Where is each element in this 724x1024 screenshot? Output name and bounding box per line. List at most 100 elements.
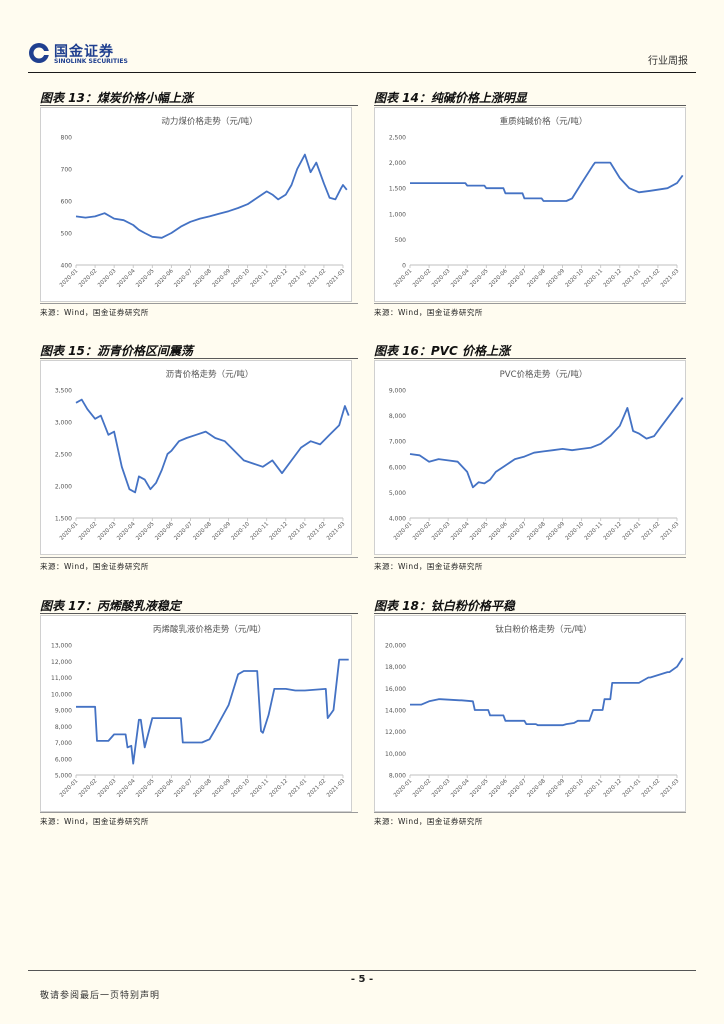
price-series-line (76, 658, 349, 765)
y-tick-label: 5,000 (389, 490, 406, 497)
x-tick-label: 2020-02 (78, 778, 98, 798)
source-rule-15 (40, 557, 358, 558)
x-tick-label: 2020-10 (231, 521, 252, 542)
y-tick-label: 2,500 (55, 452, 72, 459)
x-tick-label: 2020-02 (412, 778, 432, 798)
title-rule-18 (374, 613, 686, 614)
x-tick-label: 2020-02 (412, 268, 432, 288)
chart-svg-4: 丙烯酸乳液价格走势（元/吨） 5,000 6,000 7,000 8,000 9,000 1… (51, 624, 349, 799)
chart-svg-1: 重质纯碱价格（元/吨） 0 500 1,000 1,500 2,000 2,500 2020-… (389, 116, 684, 289)
x-tick-label: 2021-03 (660, 268, 681, 289)
y-tick-label: 7,000 (55, 740, 72, 747)
chart-svg-0: 动力煤价格走势（元/吨）4005006007008002020-012020-0… (59, 116, 348, 289)
x-tick-label: 2020-11 (584, 778, 604, 798)
disclaimer-note: 敬请参阅最后一页特别声明 (40, 991, 161, 1001)
x-tick-label: 2020-04 (450, 268, 471, 289)
x-tick-label: 2020-04 (450, 778, 471, 799)
x-tick-label: 2020-08 (526, 521, 547, 542)
x-tick-label: 2020-04 (116, 521, 137, 542)
price-series-line (75, 153, 348, 239)
x-tick-label: 2021-01 (288, 521, 308, 541)
price-series-line (75, 398, 350, 494)
x-tick-label: 2021-01 (288, 268, 308, 288)
chart-titanium-dioxide-price: 钛白粉价格走势（元/吨） 8,000 10,000 12,000 14,000 16,00… (374, 615, 686, 812)
y-tick-label: 9,000 (389, 388, 406, 395)
x-tick-label: 2020-10 (565, 778, 586, 799)
x-tick-label: 2020-03 (97, 268, 118, 289)
logo-icon (29, 43, 50, 63)
chart-title: PVC价格走势（元/吨） (500, 369, 588, 380)
figure-source-17: 来源：Wind，国金证券研究所 (40, 817, 149, 826)
x-tick-label: 2020-03 (431, 521, 452, 542)
x-tick-label: 2021-02 (307, 778, 327, 798)
logo-chinese-name: 国金证券 (54, 44, 114, 60)
x-tick-label: 2020-12 (603, 268, 623, 288)
x-tick-label: 2021-01 (622, 521, 642, 541)
x-tick-label: 2020-10 (231, 268, 252, 289)
x-tick-label: 2021-03 (326, 778, 347, 799)
logo-english-name: SINOLINK SECURITIES (54, 58, 128, 65)
company-logo: 国金证券 SINOLINK SECURITIES (28, 40, 138, 68)
price-series-line (409, 397, 684, 489)
x-tick-label: 2020-01 (59, 778, 79, 798)
y-tick-label: 10,000 (385, 751, 406, 758)
x-tick-label: 2020-04 (450, 521, 471, 542)
x-tick-label: 2020-12 (269, 521, 289, 541)
x-tick-label: 2020-07 (173, 778, 194, 799)
x-tick-label: 2020-06 (154, 521, 175, 542)
figure-source-14: 来源：Wind，国金证券研究所 (374, 308, 483, 317)
y-tick-label: 500 (61, 231, 73, 238)
y-tick-label: 16,000 (385, 686, 406, 693)
price-series-line (410, 657, 684, 727)
title-rule-14 (374, 105, 686, 106)
y-tick-label: 20,000 (385, 643, 406, 650)
y-tick-label: 7,000 (389, 439, 406, 446)
figure-title-15: 图表 15：沥青价格区间震荡 (40, 344, 193, 358)
x-tick-label: 2020-10 (565, 521, 586, 542)
x-tick-label: 2020-05 (469, 268, 490, 289)
x-tick-label: 2021-03 (326, 521, 347, 542)
chart-asphalt-price: 沥青价格走势（元/吨） 1,500 2,000 2,500 3,000 3,500 2020… (40, 360, 352, 555)
x-tick-label: 2020-11 (584, 268, 604, 288)
x-tick-label: 2021-01 (622, 778, 642, 798)
source-rule-18 (374, 812, 686, 813)
source-rule-14 (374, 303, 686, 304)
y-tick-label: 14,000 (385, 708, 406, 715)
y-tick-label: 10,000 (51, 691, 72, 698)
chart-title: 沥青价格走势（元/吨） (166, 369, 254, 380)
chart-svg-2: 沥青价格走势（元/吨） 1,500 2,000 2,500 3,000 3,500 2020… (55, 369, 350, 542)
x-tick-label: 2020-04 (116, 778, 137, 799)
y-tick-label: 400 (61, 263, 73, 270)
x-tick-label: 2020-05 (135, 778, 156, 799)
x-tick-label: 2020-07 (507, 521, 528, 542)
x-tick-label: 2020-04 (116, 268, 137, 289)
title-rule-13 (40, 105, 358, 106)
source-rule-17 (40, 812, 358, 813)
x-tick-label: 2021-02 (641, 268, 661, 288)
y-tick-label: 2,000 (389, 160, 406, 167)
x-tick-label: 2021-02 (641, 778, 661, 798)
x-tick-label: 2021-03 (326, 268, 347, 289)
x-tick-label: 2020-11 (584, 521, 604, 541)
y-tick-label: 6,000 (389, 464, 406, 471)
figure-title-13: 图表 13：煤炭价格小幅上涨 (40, 91, 193, 105)
chart-acrylic-emulsion-price: 丙烯酸乳液价格走势（元/吨） 5,000 6,000 7,000 8,000 9,000 1… (40, 615, 352, 812)
y-tick-label: 9,000 (55, 708, 72, 715)
x-tick-label: 2020-08 (192, 521, 213, 542)
x-tick-label: 2020-06 (488, 268, 509, 289)
x-tick-label: 2020-09 (545, 268, 566, 289)
x-tick-label: 2020-10 (565, 268, 586, 289)
x-tick-label: 2020-11 (250, 521, 270, 541)
y-tick-label: 12,000 (385, 729, 406, 736)
x-tick-label: 2020-03 (431, 268, 452, 289)
chart-pvc-price: PVC价格走势（元/吨） 4,000 5,000 6,000 7,000 8,000 9,0… (374, 360, 686, 555)
y-tick-label: 1,500 (389, 186, 406, 193)
x-tick-label: 2020-02 (78, 268, 98, 288)
x-tick-label: 2020-11 (250, 268, 270, 288)
x-tick-label: 2020-09 (545, 778, 566, 799)
chart-title: 钛白粉价格走势（元/吨） (495, 624, 591, 635)
y-tick-label: 13,000 (51, 643, 72, 650)
chart-title: 丙烯酸乳液价格走势（元/吨） (153, 624, 266, 635)
y-tick-label: 12,000 (51, 659, 72, 666)
x-tick-label: 2020-08 (192, 778, 213, 799)
